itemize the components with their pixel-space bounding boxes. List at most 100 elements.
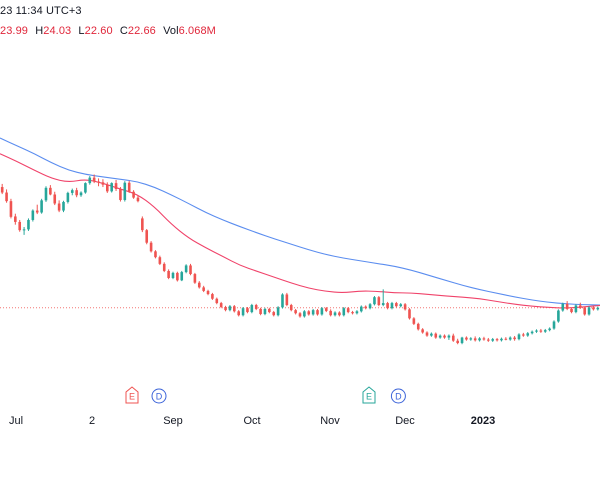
candle-body [557,310,560,322]
candle-body [184,265,188,273]
candle [416,322,420,331]
candle [491,337,495,342]
candle [329,309,332,317]
candle [211,292,214,300]
candle [132,190,135,199]
candle-body [53,194,57,204]
candle [438,334,442,339]
candle [44,186,48,202]
candle-body [333,312,337,316]
candle [355,310,359,315]
candle [508,336,512,341]
candle [412,317,416,326]
candle-body [530,331,534,334]
candle-body [79,192,83,196]
candle [276,306,280,317]
candle [346,306,350,314]
candle [368,303,372,310]
candle-body [189,265,192,275]
candle [443,334,446,339]
candle-body [329,310,332,316]
candle-body [246,308,249,313]
earnings-event-marker[interactable]: E [362,386,376,404]
candle [430,332,433,337]
candle-body [49,187,52,195]
candle-body [167,270,170,278]
candle [49,185,52,196]
candle-body [197,282,201,288]
candle [57,200,61,213]
candle-body [513,337,516,340]
x-axis: Jul 2 Sep Oct Nov Dec 2023 [9,415,495,427]
candle-body [570,308,573,313]
candle-body [97,181,100,183]
candle [504,337,508,341]
candle [557,309,560,323]
x-tick-label: Dec [395,415,415,427]
candle [548,327,551,332]
candle [219,301,223,309]
candle [587,306,591,316]
candle [158,255,162,266]
candle-body [351,312,354,314]
candle [565,301,569,311]
candle [478,337,481,342]
candle-body [224,306,227,311]
dividend-event-marker[interactable]: D [390,388,406,404]
candle-body [504,338,508,340]
candle [101,179,105,188]
candle [167,269,170,280]
candle-body [381,303,385,306]
candle [31,209,35,222]
candle [381,289,385,307]
legend-datetime-row: 23 11:34 UTC+3 [0,4,216,19]
candle [487,337,490,342]
candle-body [443,335,446,338]
x-tick-label: 2023 [471,415,495,427]
candle [250,303,254,314]
earnings-event-marker[interactable]: E [125,386,139,404]
candle-body [447,335,451,338]
candle-body [473,338,477,341]
candle-body [158,257,162,264]
candle-body [373,297,376,305]
candle [333,311,337,317]
candle [364,305,367,310]
candle-body [92,177,96,182]
candle [197,281,201,289]
candle [268,307,271,314]
candle-body [136,197,140,202]
candle-body [211,294,214,299]
legend-low-label: L [78,25,85,37]
candle [154,250,157,259]
candle [390,301,394,310]
candle [535,329,538,333]
candle [294,308,297,315]
candle-body [27,219,30,230]
candle-body [228,306,232,311]
candle-body [596,307,600,310]
candle [228,305,232,312]
candle [180,270,184,282]
candle-body [526,333,530,336]
candle [482,336,486,341]
candle [574,304,578,314]
candle [237,310,240,317]
candle-body [171,272,175,278]
dividend-event-marker[interactable]: D [151,388,167,404]
candle-body [482,338,486,340]
candle [22,227,26,235]
candle [592,306,595,311]
candle [5,189,8,203]
candle [425,331,429,337]
candle-body [430,333,433,336]
dividend-badge-shape [151,388,167,404]
earnings-event-label: E [366,392,372,402]
candle-body [487,339,490,341]
candle-body [162,263,166,271]
legend-volume-value: 6.068M [178,25,216,37]
candle-body [399,304,403,307]
candle-body [123,182,127,200]
